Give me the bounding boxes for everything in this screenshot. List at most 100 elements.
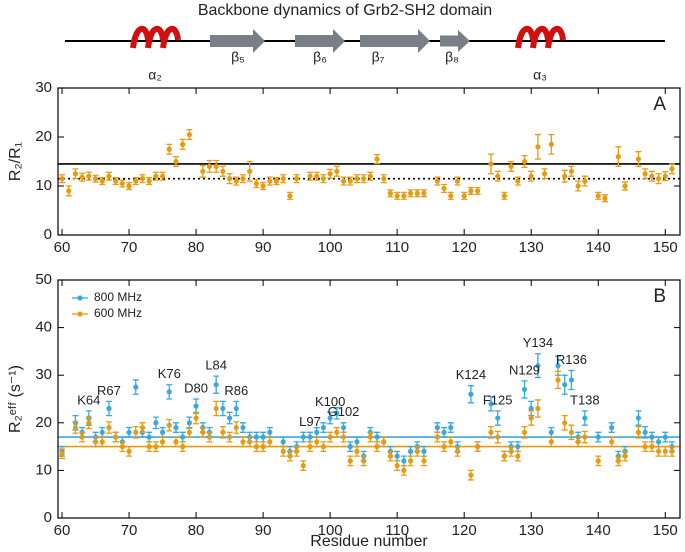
data-point (515, 444, 521, 450)
data-point (434, 178, 440, 184)
structure-label: β₆ (313, 49, 327, 65)
structure-label: β₅ (231, 49, 245, 65)
data-point (649, 434, 655, 440)
helix (515, 26, 566, 49)
data-point (407, 190, 414, 196)
figure-title: Backbone dynamics of Grb2-SH2 domain (198, 2, 492, 19)
annotation: K76 (158, 366, 181, 381)
y-tick-label: 30 (35, 366, 52, 383)
data-point (253, 180, 259, 187)
data-point (260, 434, 266, 440)
data-point (233, 405, 239, 412)
data-point (267, 439, 273, 445)
data-point (294, 448, 300, 454)
data-point (635, 156, 642, 162)
data-point (354, 439, 360, 445)
data-point (508, 163, 514, 169)
strand-arrow (360, 29, 430, 53)
data-point (186, 429, 192, 435)
data-point (421, 458, 427, 464)
data-point (146, 434, 152, 440)
data-point (662, 173, 668, 179)
data-point (180, 141, 186, 147)
x-tick-label: 90 (255, 239, 272, 256)
annotation: T138 (570, 392, 600, 407)
data-point (126, 183, 132, 189)
data-point (133, 178, 139, 184)
data-point (535, 144, 541, 150)
data-point (515, 178, 521, 184)
data-point (542, 171, 548, 177)
data-point (622, 183, 628, 189)
data-point (521, 158, 528, 165)
y-axis-label: R₂/R₁ (7, 142, 24, 181)
data-point (159, 429, 166, 435)
data-point (568, 429, 575, 435)
data-point (669, 166, 675, 172)
data-point (300, 463, 306, 469)
data-point (314, 429, 320, 435)
data-point (361, 458, 367, 464)
strand-arrow (210, 29, 265, 53)
data-point (233, 178, 239, 184)
data-point (441, 444, 447, 450)
data-point (367, 173, 373, 179)
x-tick-label: 150 (653, 239, 678, 256)
x-tick-label: 130 (519, 522, 544, 539)
data-point (213, 163, 219, 169)
data-point (528, 405, 534, 412)
data-point (113, 434, 119, 440)
data-point (206, 434, 213, 440)
x-tick-label: 120 (452, 522, 477, 539)
data-point (635, 415, 642, 421)
x-axis-label: Residue number (310, 533, 428, 550)
data-point (394, 463, 400, 469)
data-point (200, 168, 206, 174)
x-tick-label: 70 (121, 522, 138, 539)
data-point (474, 444, 481, 450)
data-point (267, 178, 273, 184)
data-point (294, 176, 300, 182)
data-point (79, 434, 85, 440)
data-point (139, 424, 146, 431)
data-point (669, 448, 675, 454)
data-point (193, 415, 199, 421)
annotation: K124 (456, 367, 486, 382)
annotation: L84 (205, 358, 227, 373)
data-point (501, 453, 507, 459)
data-point (609, 424, 615, 431)
data-point (240, 424, 246, 431)
panel-label: A (653, 94, 666, 115)
data-point (655, 439, 662, 445)
data-point (287, 453, 293, 459)
data-point (407, 458, 414, 464)
data-point (582, 178, 588, 184)
annotation: R67 (97, 383, 121, 398)
data-point (555, 363, 561, 369)
data-point (575, 439, 581, 445)
annotation: N129 (509, 362, 540, 377)
data-point (240, 439, 246, 445)
x-tick-label: 90 (255, 522, 272, 539)
data-point (454, 178, 461, 184)
data-point (260, 444, 266, 450)
data-point (133, 384, 139, 390)
data-point (334, 168, 340, 174)
legend-label: 600 MHz (94, 306, 142, 320)
helix (130, 26, 181, 49)
data-point (421, 190, 427, 196)
data-point (535, 363, 541, 369)
data-point (327, 415, 333, 421)
data-point (347, 444, 353, 450)
strand-arrow (295, 29, 345, 53)
x-tick-label: 110 (385, 522, 409, 539)
data-point (119, 444, 125, 450)
data-point (535, 405, 541, 412)
data-point (595, 193, 601, 199)
data-point (153, 173, 159, 179)
data-point (106, 173, 112, 179)
data-point (394, 193, 400, 199)
data-point (394, 453, 400, 459)
data-point (649, 173, 655, 179)
data-point (320, 444, 327, 450)
